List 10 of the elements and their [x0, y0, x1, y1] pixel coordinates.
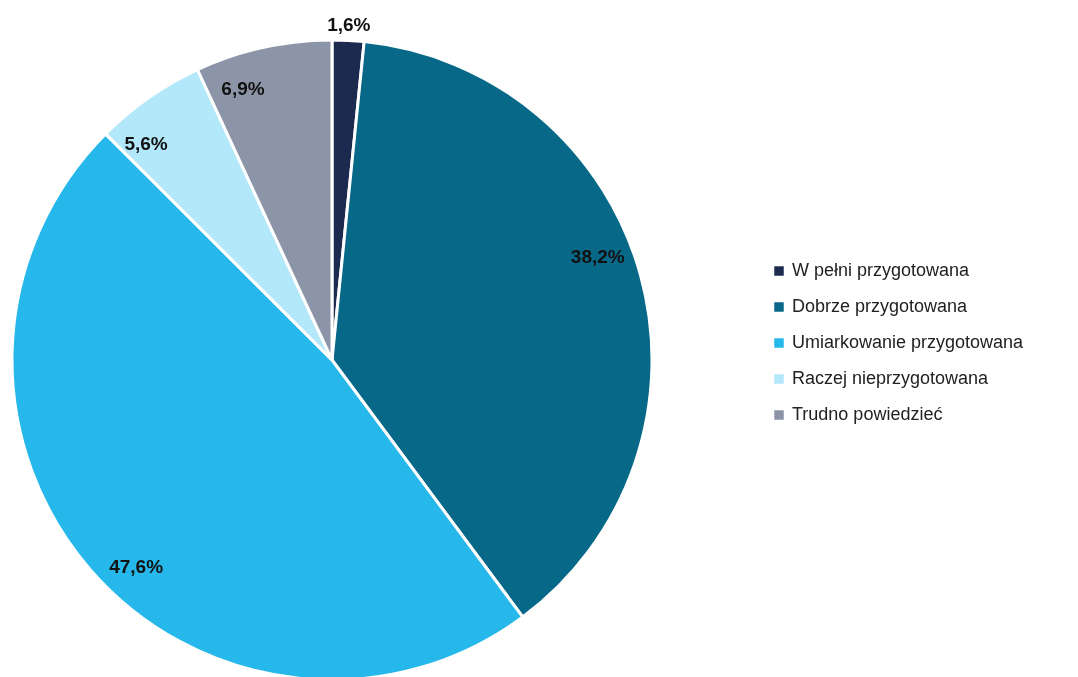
data-label: 1,6%	[327, 14, 371, 36]
legend-label: Umiarkowanie przygotowana	[792, 332, 1025, 352]
data-label: 47,6%	[109, 555, 164, 577]
legend-label: Dobrze przygotowana	[792, 296, 969, 316]
legend-label: Trudno powiedzieć	[792, 404, 943, 424]
legend-label: Raczej nieprzygotowana	[792, 368, 990, 388]
legend-label: W pełni przygotowana	[792, 260, 971, 280]
data-label: 38,2%	[570, 246, 625, 268]
data-label: 5,6%	[124, 133, 168, 154]
data-label: 6,9%	[221, 78, 265, 100]
